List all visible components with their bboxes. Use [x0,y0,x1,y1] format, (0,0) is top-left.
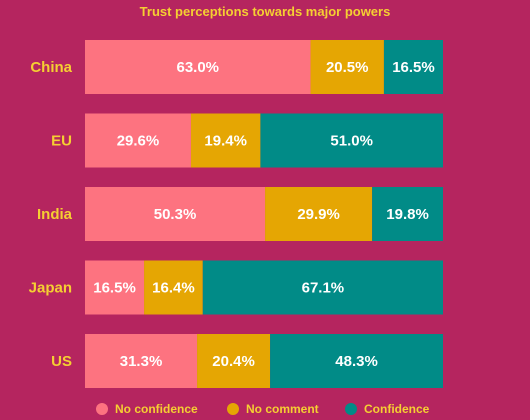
value-label-us-no-comment: 20.4% [212,353,255,370]
legend-label-no-comment: No comment [246,402,319,416]
bar-eu-confidence [260,113,443,168]
bar-india-no-confidence [85,187,266,241]
value-label-india-no-comment: 29.9% [297,206,340,223]
bar-us-no-confidence [85,334,198,388]
category-label-china: China [30,59,72,76]
bar-japan-no-comment [144,260,203,315]
value-label-eu-no-comment: 19.4% [204,133,247,150]
legend-swatch-no-confidence [96,403,108,415]
value-label-japan-confidence: 67.1% [302,280,345,297]
bar-eu-no-confidence [85,113,191,168]
legend: No confidence No comment Confidence [96,402,430,416]
category-label-india: India [37,206,73,223]
legend-label-confidence: Confidence [364,402,430,416]
bar-india-confidence [372,187,443,241]
value-label-china-no-comment: 20.5% [326,59,369,76]
value-label-us-confidence: 48.3% [335,353,378,370]
bar-china-no-comment [310,40,384,94]
bar-china-confidence [383,40,443,94]
bar-eu-no-comment [190,113,261,168]
value-label-eu-confidence: 51.0% [330,133,373,150]
bar-us-confidence [270,334,443,388]
bar-japan-no-confidence [85,260,145,315]
value-label-japan-no-confidence: 16.5% [93,280,136,297]
bars-group: China 63.0% 20.5% 16.5% EU 29.6% 19.4% 51.0% Ind… [29,40,443,388]
bar-us-no-comment [197,334,271,388]
value-label-us-no-confidence: 31.3% [120,353,163,370]
category-label-us: US [51,353,72,370]
category-label-japan: Japan [29,280,72,297]
bar-china-no-confidence [85,40,311,94]
bar-india-no-comment [265,187,373,241]
value-label-india-confidence: 19.8% [386,206,429,223]
value-label-china-confidence: 16.5% [392,59,435,76]
value-label-china-no-confidence: 63.0% [176,59,219,76]
chart-title: Trust perceptions towards major powers [140,4,391,19]
category-label-eu: EU [51,133,72,150]
bar-japan-confidence [202,260,443,315]
value-label-japan-no-comment: 16.4% [152,280,195,297]
legend-swatch-no-comment [227,403,239,415]
legend-label-no-confidence: No confidence [115,402,198,416]
value-label-eu-no-confidence: 29.6% [117,133,160,150]
legend-swatch-confidence [345,403,357,415]
value-label-india-no-confidence: 50.3% [154,206,197,223]
